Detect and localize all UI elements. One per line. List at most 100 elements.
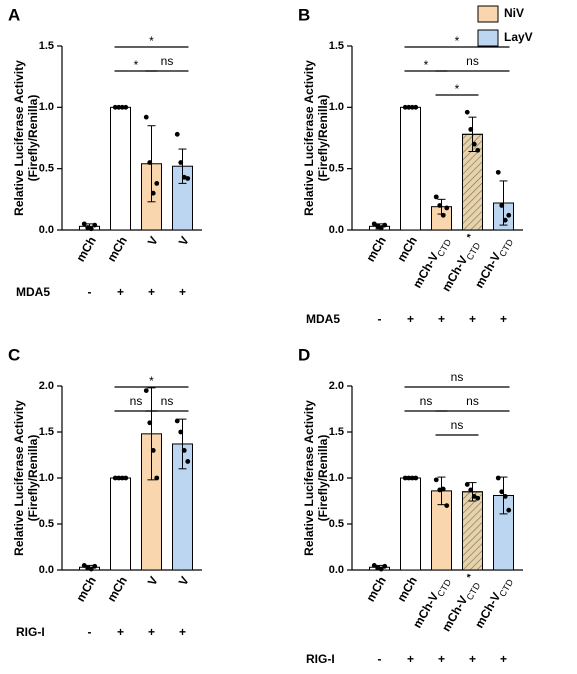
data-point <box>433 477 439 483</box>
y-tick-label: 1.0 <box>329 472 344 484</box>
data-point <box>409 475 415 481</box>
legend-label: LayV <box>504 30 533 44</box>
panel-label: C <box>8 345 20 364</box>
data-point <box>382 563 388 569</box>
panel-label: A <box>8 5 20 24</box>
data-point <box>178 429 184 435</box>
y-axis-label: (Firefly/Renilla) <box>26 435 40 522</box>
y-tick-label: 0.0 <box>39 564 54 576</box>
bar <box>110 106 131 231</box>
data-point <box>154 180 160 186</box>
data-point <box>506 507 512 513</box>
y-tick-label: 1.5 <box>39 40 54 52</box>
condition-sign: + <box>179 625 186 639</box>
data-point <box>471 141 477 147</box>
x-tick-label: mCh <box>104 234 129 264</box>
y-tick-label: 0.0 <box>329 564 344 576</box>
legend-swatch <box>477 5 499 23</box>
data-point <box>154 475 160 481</box>
data-point <box>185 459 191 464</box>
data-point <box>88 226 94 232</box>
condition-sign: + <box>469 652 476 666</box>
category-marker: * <box>465 572 477 581</box>
y-axis-label: Relative Luciferase Activity <box>302 60 316 216</box>
data-point <box>181 448 187 453</box>
panel-label: D <box>298 345 310 364</box>
data-point <box>402 104 408 110</box>
significance-label: * <box>134 58 139 72</box>
data-point <box>499 203 505 208</box>
category-text: mCh-V <box>410 250 441 290</box>
condition-label: MDA5 <box>16 285 50 299</box>
significance-label: ns <box>420 394 433 408</box>
legend-swatch <box>477 29 499 47</box>
condition-label: RIG-I <box>306 652 335 666</box>
data-point <box>147 420 153 426</box>
y-axis-label: (Firefly/Renilla) <box>316 435 330 522</box>
x-tick-label: mCh <box>363 234 388 264</box>
data-point <box>81 563 87 568</box>
data-point <box>119 104 125 110</box>
data-point <box>123 475 129 481</box>
data-point <box>371 563 377 568</box>
y-axis-label: (Firefly/Renilla) <box>26 95 40 182</box>
data-point <box>119 475 125 481</box>
data-point <box>174 131 180 137</box>
data-point <box>150 448 156 453</box>
data-point <box>174 418 180 424</box>
data-point <box>178 160 184 165</box>
data-point <box>92 222 98 228</box>
significance-label: * <box>149 34 154 48</box>
y-tick-label: 2.0 <box>39 380 54 392</box>
y-tick-label: 2.0 <box>329 380 344 392</box>
category-text: mCh-V <box>472 590 503 630</box>
condition-sign: + <box>500 312 507 326</box>
y-tick-label: 0.5 <box>329 163 344 175</box>
x-tick-label: V <box>176 234 192 248</box>
significance-label: ns <box>451 418 464 432</box>
data-point <box>382 222 388 228</box>
data-point <box>464 109 470 115</box>
condition-sign: + <box>438 312 445 326</box>
condition-sign: + <box>407 312 414 326</box>
condition-sign: + <box>117 285 124 299</box>
x-tick-label: mCh-VCTD <box>472 234 516 293</box>
data-point <box>409 104 415 110</box>
data-point <box>506 212 512 218</box>
data-point <box>413 475 419 481</box>
data-point <box>402 475 408 481</box>
data-point <box>502 494 508 499</box>
data-point <box>440 212 446 218</box>
y-tick-label: 1.0 <box>39 472 54 484</box>
significance-label: * <box>149 374 154 388</box>
y-tick-label: 1.5 <box>329 426 344 438</box>
x-tick-label: mCh <box>104 574 129 604</box>
data-point <box>464 482 470 487</box>
legend-label: NiV <box>504 6 524 20</box>
y-axis-label: (Firefly/Renilla) <box>316 95 330 182</box>
data-point <box>433 194 439 200</box>
x-tick-label: mCh <box>73 234 98 264</box>
data-point <box>378 566 384 572</box>
y-tick-label: 0.0 <box>39 224 54 236</box>
y-tick-label: 1.5 <box>39 426 54 438</box>
category-marker: * <box>465 232 477 241</box>
data-point <box>406 104 412 110</box>
x-tick-label: mCh <box>363 574 388 604</box>
data-point <box>413 104 419 110</box>
condition-label: RIG-I <box>16 625 45 639</box>
category-text: mCh-V <box>410 590 441 630</box>
x-tick-label: mCh <box>394 234 419 264</box>
x-tick-label: mCh-VCTD <box>472 574 516 633</box>
data-point <box>88 566 94 572</box>
condition-label: MDA5 <box>306 312 340 326</box>
significance-label: ns <box>130 394 143 408</box>
significance-label: * <box>424 58 429 72</box>
y-tick-label: 1.5 <box>329 40 344 52</box>
y-tick-label: 1.0 <box>39 101 54 113</box>
data-point <box>378 225 384 230</box>
data-point <box>475 147 481 153</box>
data-point <box>468 487 474 493</box>
data-point <box>143 388 149 393</box>
